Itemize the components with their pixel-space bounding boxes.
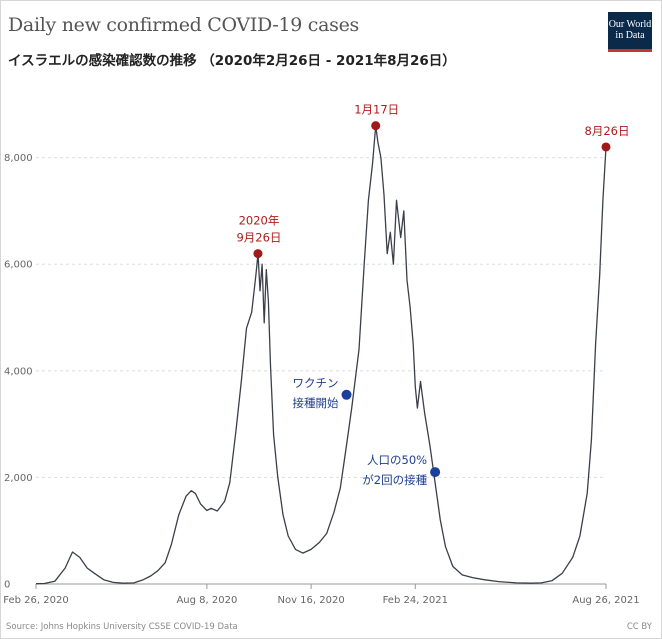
peak-marker xyxy=(371,121,381,131)
vaccine-annotation-label: が2回の接種 xyxy=(362,473,427,487)
logo-line-2: in Data xyxy=(615,30,645,41)
vaccine-marker xyxy=(341,389,352,400)
logo-line-1: Our World xyxy=(608,19,652,30)
series-line xyxy=(35,125,607,585)
x-tick-label: Aug 8, 2020 xyxy=(176,595,237,606)
peak-annotation-label: 9月26日 xyxy=(236,231,281,245)
vaccine-marker xyxy=(430,467,441,478)
x-tick-label: Feb 26, 2020 xyxy=(3,595,68,606)
y-tick-label: 2,000 xyxy=(4,473,33,484)
chart-title: Daily new confirmed COVID-19 cases xyxy=(8,14,359,36)
y-tick-label: 6,000 xyxy=(4,260,33,271)
y-tick-label: 8,000 xyxy=(4,153,33,164)
source-note[interactable]: Source: Johns Hopkins University CSSE CO… xyxy=(6,622,238,632)
x-tick-label: Aug 26, 2021 xyxy=(572,595,639,606)
x-tick-label: Feb 24, 2021 xyxy=(383,595,448,606)
chart-subtitle: イスラエルの感染確認数の推移 （2020年2月26日 - 2021年8月26日） xyxy=(8,53,456,69)
owid-logo[interactable]: Our World in Data xyxy=(608,12,652,52)
y-tick-label: 4,000 xyxy=(4,366,33,377)
vaccine-annotation-label: 接種開始 xyxy=(293,396,339,410)
peak-annotation-label: 2020年 xyxy=(239,214,280,228)
vaccine-annotation-label: ワクチン xyxy=(293,376,339,390)
peak-marker xyxy=(253,249,263,259)
x-tick-label: Nov 16, 2020 xyxy=(277,595,344,606)
y-tick-label: 0 xyxy=(4,580,10,591)
peak-annotation-label: 1月17日 xyxy=(354,103,399,117)
license-label[interactable]: CC BY xyxy=(626,622,652,632)
peak-annotation-label: 8月26日 xyxy=(585,124,630,138)
peak-marker xyxy=(601,142,611,152)
vaccine-annotation-label: 人口の50% xyxy=(367,453,427,467)
